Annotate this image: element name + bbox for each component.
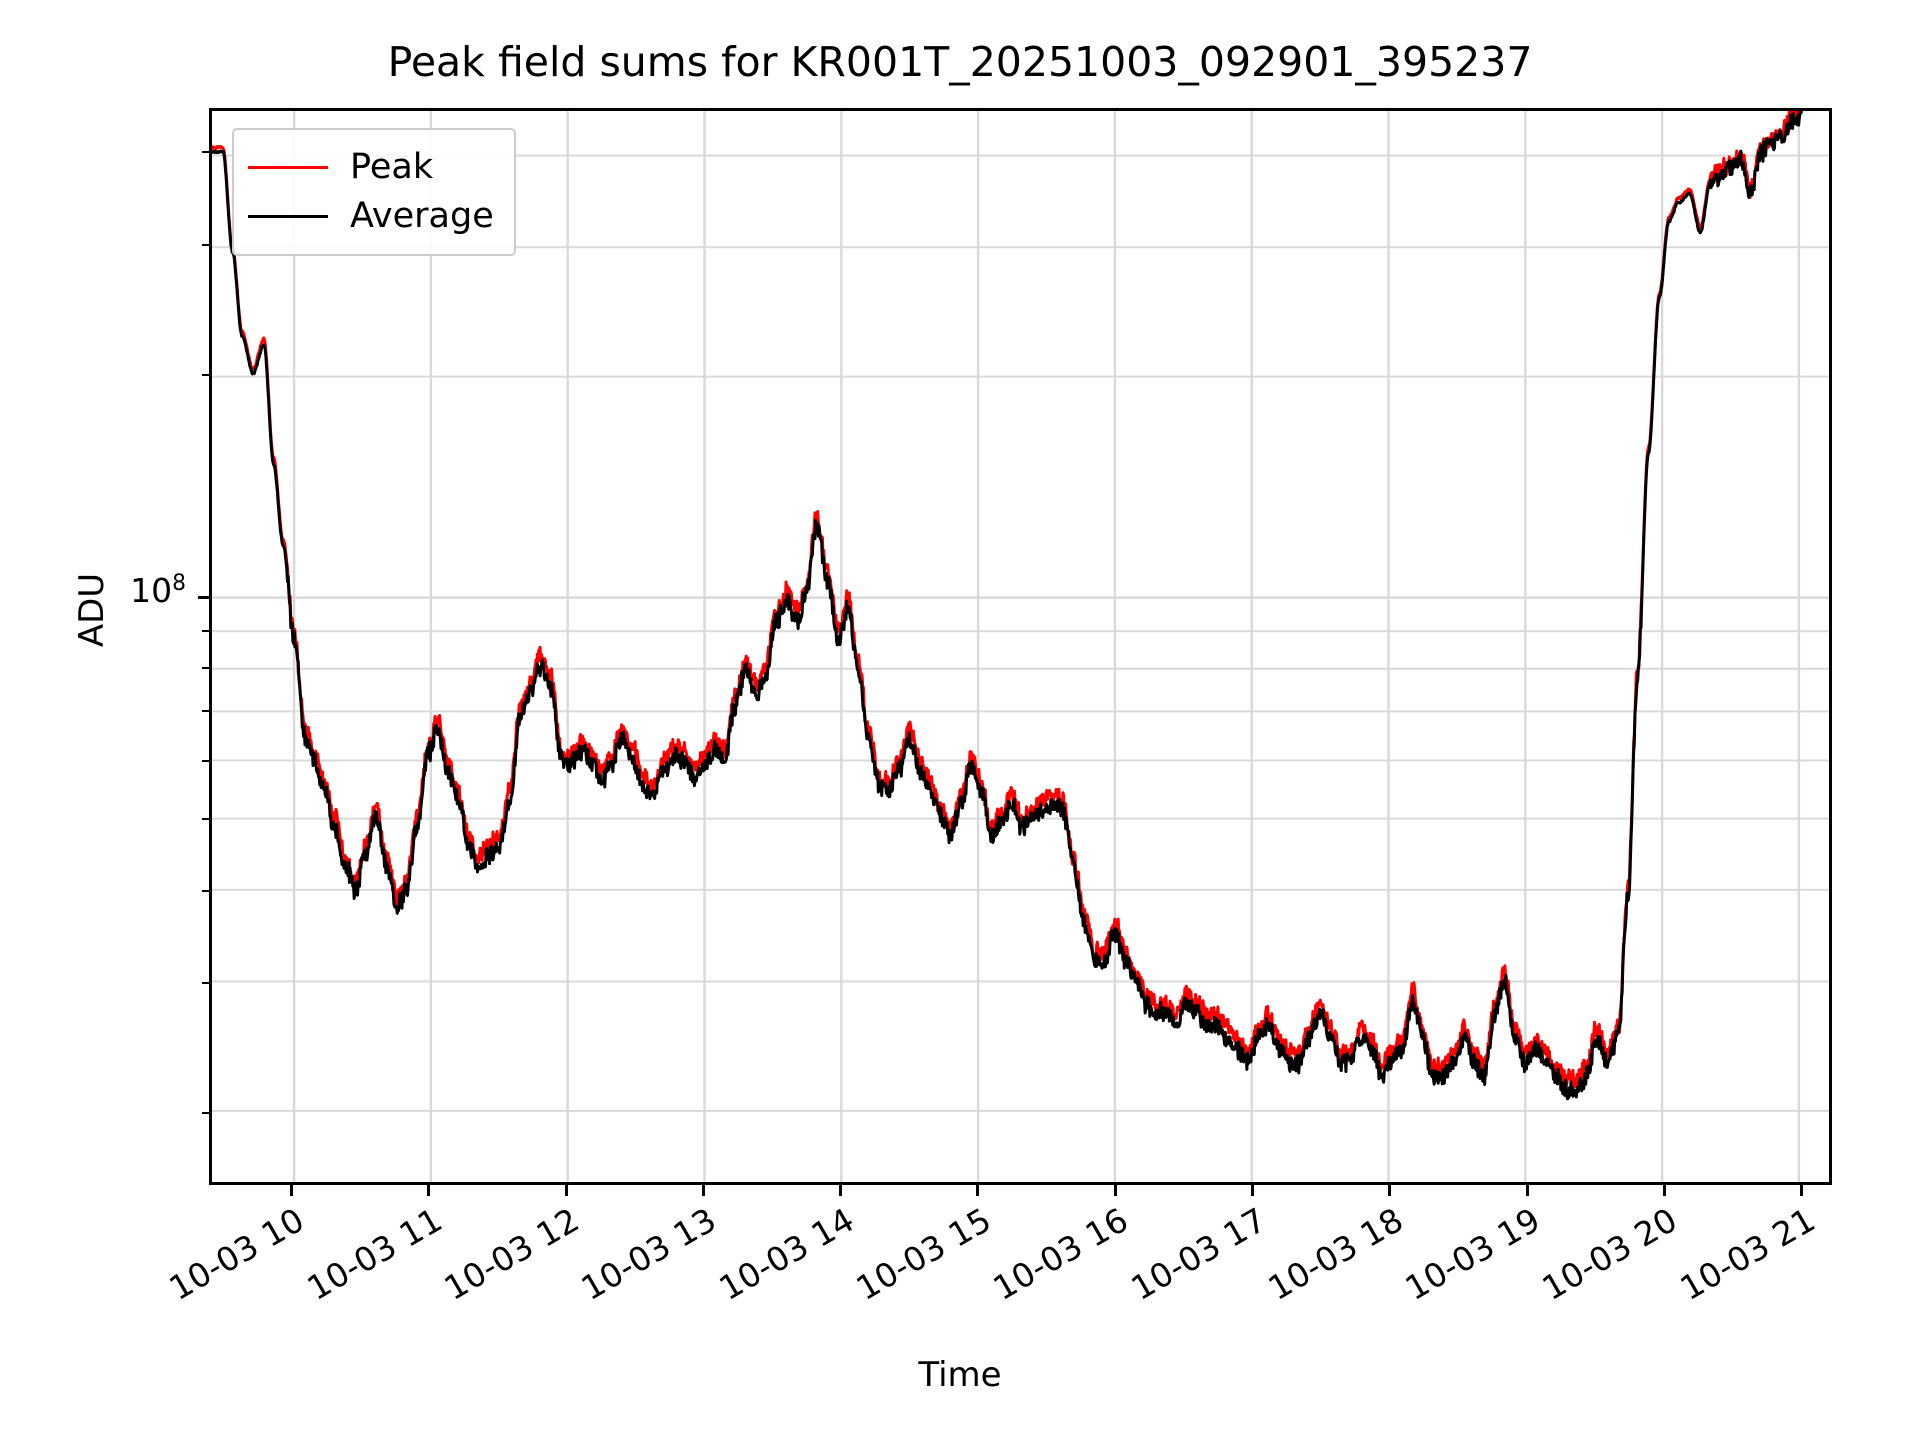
y-tick-exponent: 8 <box>172 571 186 597</box>
chart-canvas <box>212 111 1829 1182</box>
legend-color-swatch-average <box>248 215 328 218</box>
grid-lines <box>212 111 1829 1182</box>
y-tick-mark-minor <box>202 667 209 670</box>
y-tick-mark-minor <box>202 889 209 892</box>
x-tick-mark <box>1800 1185 1804 1196</box>
series-line-peak <box>212 111 1802 1090</box>
y-tick-label: 108 <box>130 571 186 610</box>
x-tick-mark <box>289 1185 293 1196</box>
legend-item-average[interactable]: Average <box>248 192 494 241</box>
x-tick-mark <box>976 1185 980 1196</box>
x-tick-mark <box>701 1185 705 1196</box>
x-tick-label: 10-03 15 <box>761 1200 997 1359</box>
x-tick-label: 10-03 12 <box>349 1200 586 1359</box>
y-tick-mark-minor <box>202 818 209 821</box>
x-tick-label-text: 10-03 21 <box>1673 1200 1822 1308</box>
x-tick-mark <box>564 1185 568 1196</box>
legend-color-swatch-peak <box>248 166 328 169</box>
series-lines <box>212 111 1803 1101</box>
x-tick-mark <box>1388 1185 1392 1196</box>
y-tick-base: 10 <box>130 571 173 611</box>
x-tick-mark <box>427 1185 431 1196</box>
x-tick-mark <box>1525 1185 1529 1196</box>
page-title: Peak field sums for KR001T_20251003_0929… <box>387 38 1533 86</box>
x-tick-mark <box>1113 1185 1117 1196</box>
y-tick-mark-minor <box>202 373 209 376</box>
x-tick-mark <box>839 1185 843 1196</box>
x-tick-label: 10-03 10 <box>75 1200 311 1359</box>
y-tick-mark-minor <box>202 981 209 984</box>
y-tick-mark-minor <box>202 243 209 246</box>
legend-label-peak: Peak <box>350 147 434 187</box>
y-tick-mark-minor <box>202 710 209 713</box>
x-tick-mark <box>1662 1185 1666 1196</box>
plot-area <box>209 108 1832 1185</box>
x-axis-label: Time <box>918 1355 1002 1395</box>
legend-label-average: Average <box>350 196 494 236</box>
x-tick-label: 10-03 18 <box>1173 1200 1409 1359</box>
y-tick-mark-minor <box>202 1111 209 1114</box>
x-tick-mark <box>1251 1185 1255 1196</box>
chart-legend: Peak Average <box>232 128 516 256</box>
series-line-average <box>212 111 1803 1101</box>
y-tick-mark-minor <box>202 151 209 154</box>
y-axis-label: ADU <box>72 572 112 648</box>
legend-item-peak[interactable]: Peak <box>248 143 494 192</box>
y-tick-mark-minor <box>202 759 209 762</box>
y-tick-mark-major <box>198 595 209 599</box>
y-tick-mark-minor <box>202 629 209 632</box>
